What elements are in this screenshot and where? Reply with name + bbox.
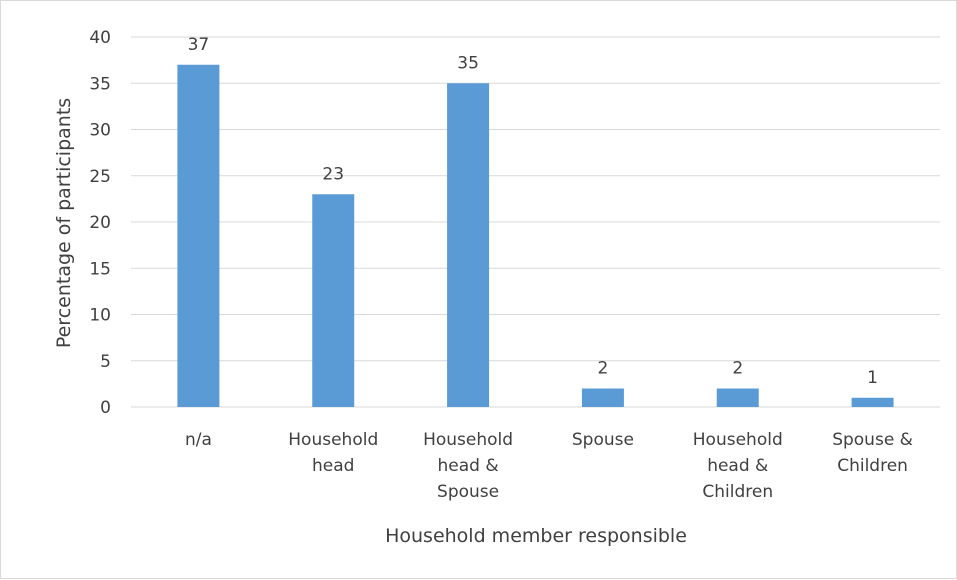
x-tick-label: Spouse [572,430,634,450]
x-tick-label: Household head [288,430,378,476]
bar [716,388,759,407]
y-tick-label: 0 [100,398,111,418]
data-label: 2 [732,359,743,379]
x-axis-ticks: n/a Household head Household head & Spouse Spo… [185,430,913,502]
bar [312,194,355,407]
y-tick-label: 5 [100,352,111,372]
y-tick-label: 30 [89,121,111,141]
data-label: 37 [188,35,210,55]
x-tick-label: n/a [185,430,212,450]
x-tick-label: Spouse & Children [832,430,913,476]
bar [851,397,894,407]
data-labels: 37 23 35 2 2 1 [188,35,878,388]
y-axis-ticks: 0 5 10 15 20 25 30 35 40 [89,28,111,418]
gridlines [131,36,940,408]
bar [581,388,624,407]
y-tick-label: 10 [89,306,111,326]
data-label: 1 [867,368,878,388]
data-label: 23 [322,164,344,184]
bar [447,83,490,407]
x-axis-title: Household member responsible [385,525,687,547]
y-tick-label: 40 [89,28,111,48]
data-label: 35 [457,53,479,73]
y-tick-label: 20 [89,213,111,233]
y-tick-label: 25 [89,167,111,187]
x-tick-label: Household head & Spouse [423,430,513,502]
bars [177,64,894,407]
data-label: 2 [598,359,609,379]
x-tick-label: Household head & Children [693,430,783,502]
bar [177,64,220,407]
y-tick-label: 15 [89,259,111,279]
y-axis-title: Percentage of participants [53,98,75,348]
y-tick-label: 35 [89,74,111,94]
